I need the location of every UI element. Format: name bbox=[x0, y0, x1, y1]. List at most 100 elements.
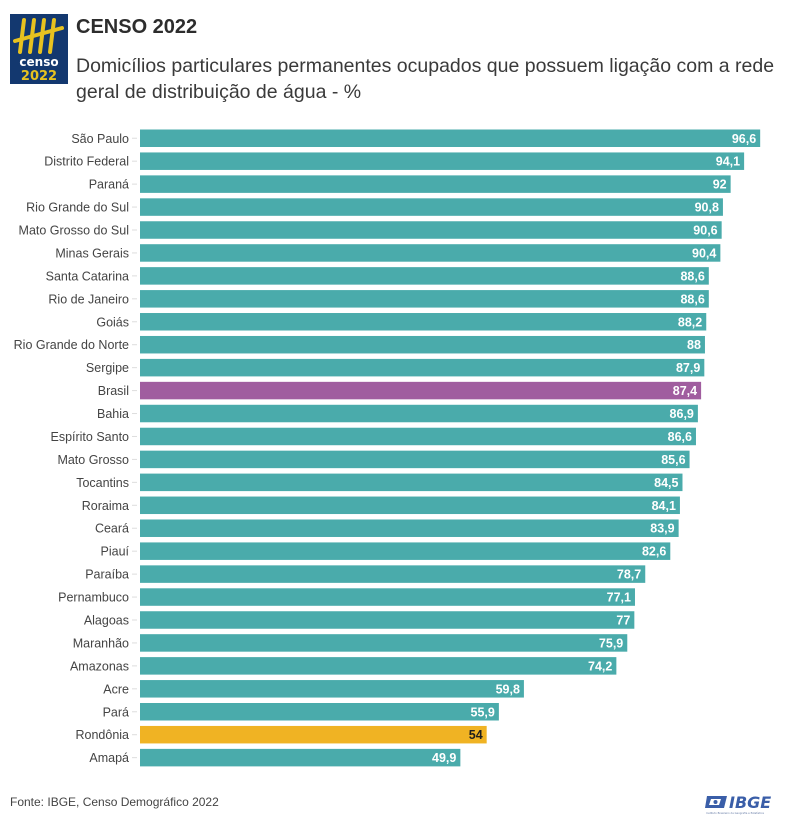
value-label: 92 bbox=[713, 178, 727, 192]
bar bbox=[140, 565, 646, 583]
category-label: Amazonas bbox=[70, 659, 129, 673]
bar-row: Rio de Janeiro 88,6 bbox=[48, 290, 709, 308]
category-label: Pará bbox=[103, 705, 129, 719]
bar-row: Maranhão 75,9 bbox=[73, 634, 628, 652]
value-label: 84,1 bbox=[652, 499, 676, 513]
bar-row: Tocantins 84,5 bbox=[76, 473, 683, 492]
category-label: Roraima bbox=[82, 499, 129, 513]
ibge-tagline: Instituto Brasileiro de Geografia e Esta… bbox=[706, 811, 764, 815]
bar bbox=[140, 175, 731, 193]
bar bbox=[140, 267, 709, 285]
category-label: Piauí bbox=[101, 545, 130, 559]
bar-row: Minas Gerais 90,4 bbox=[55, 244, 721, 262]
bar bbox=[140, 129, 761, 147]
bar-row: Rondônia 54 bbox=[75, 725, 487, 744]
value-label: 94,1 bbox=[716, 155, 740, 169]
bar bbox=[140, 725, 487, 744]
value-label: 77 bbox=[616, 613, 630, 627]
category-label: Sergipe bbox=[86, 361, 129, 375]
value-label: 85,6 bbox=[661, 453, 685, 467]
category-label: Santa Catarina bbox=[46, 269, 129, 283]
value-label: 82,6 bbox=[642, 545, 666, 559]
bar-row: Mato Grosso do Sul 90,6 bbox=[19, 221, 722, 239]
bar bbox=[140, 450, 690, 469]
logo-year: 2022 bbox=[21, 69, 57, 84]
value-label: 88,6 bbox=[680, 292, 704, 306]
value-label: 49,9 bbox=[432, 751, 456, 765]
source-note: Fonte: IBGE, Censo Demográfico 2022 bbox=[10, 795, 219, 809]
category-label: Bahia bbox=[97, 407, 129, 421]
bar bbox=[140, 588, 635, 606]
category-label: Rio Grande do Sul bbox=[26, 201, 129, 215]
value-label: 88 bbox=[687, 338, 701, 352]
bar-row: Distrito Federal 94,1 bbox=[44, 152, 745, 170]
value-label: 90,8 bbox=[695, 201, 719, 215]
bar-row: Pernambuco 77,1 bbox=[58, 588, 635, 606]
bar bbox=[140, 152, 745, 170]
bar bbox=[140, 358, 705, 377]
category-label: Alagoas bbox=[84, 613, 129, 627]
bar-row: Paraná 92 bbox=[89, 175, 731, 193]
value-label: 86,9 bbox=[670, 407, 694, 421]
value-label: 55,9 bbox=[471, 705, 495, 719]
bar bbox=[140, 473, 683, 492]
category-label: Rondônia bbox=[75, 728, 129, 742]
value-label: 90,6 bbox=[693, 224, 717, 238]
value-label: 96,6 bbox=[732, 132, 756, 146]
bar bbox=[140, 496, 680, 515]
category-label: Amapá bbox=[89, 751, 129, 765]
value-label: 90,4 bbox=[692, 246, 716, 260]
value-label: 54 bbox=[469, 728, 483, 742]
category-label: Mato Grosso do Sul bbox=[19, 224, 129, 238]
value-label: 59,8 bbox=[496, 682, 520, 696]
bar bbox=[140, 748, 461, 767]
value-label: 78,7 bbox=[617, 568, 641, 582]
category-label: Paraná bbox=[89, 178, 129, 192]
value-label: 87,4 bbox=[673, 384, 697, 398]
censo-2022-logo: censo 2022 bbox=[10, 14, 68, 84]
bar bbox=[140, 404, 698, 423]
bar bbox=[140, 221, 722, 239]
logo-word: censo bbox=[19, 55, 58, 69]
chart-title: CENSO 2022 bbox=[76, 16, 198, 38]
bar-row: São Paulo 96,6 bbox=[71, 129, 761, 147]
category-label: São Paulo bbox=[71, 132, 129, 146]
value-label: 77,1 bbox=[607, 591, 631, 605]
category-label: Goiás bbox=[96, 315, 129, 329]
bar-row: Rio Grande do Norte 88 bbox=[14, 335, 705, 354]
value-label: 87,9 bbox=[676, 361, 700, 375]
category-label: Distrito Federal bbox=[44, 155, 129, 169]
category-label: Maranhão bbox=[73, 636, 129, 650]
ibge-logo: IBGE Instituto Brasileiro de Geografia e… bbox=[705, 790, 791, 816]
category-label: Rio Grande do Norte bbox=[14, 338, 129, 352]
value-label: 88,2 bbox=[678, 315, 702, 329]
value-label: 88,6 bbox=[680, 269, 704, 283]
category-label: Ceará bbox=[95, 522, 129, 536]
category-label: Mato Grosso bbox=[57, 453, 129, 467]
category-label: Tocantins bbox=[76, 476, 129, 490]
category-label: Brasil bbox=[98, 384, 129, 398]
bar bbox=[140, 542, 671, 560]
category-label: Espírito Santo bbox=[50, 430, 129, 444]
bar-row: Goiás 88,2 bbox=[96, 313, 707, 331]
bar-row: Ceará 83,9 bbox=[95, 519, 679, 537]
bar-row: Amapá 49,9 bbox=[89, 748, 461, 767]
bar bbox=[140, 381, 702, 400]
value-label: 86,6 bbox=[668, 430, 692, 444]
ibge-emblem-icon bbox=[705, 796, 727, 808]
bar-row: Piauí 82,6 bbox=[101, 542, 671, 560]
bar bbox=[140, 703, 499, 721]
bar-row: Rio Grande do Sul 90,8 bbox=[26, 198, 723, 216]
bar bbox=[140, 427, 696, 446]
bar bbox=[140, 680, 524, 698]
value-label: 84,5 bbox=[654, 476, 678, 490]
bar-row: Santa Catarina 88,6 bbox=[46, 267, 709, 285]
bar-row: Sergipe 87,9 bbox=[86, 358, 705, 377]
chart-subtitle: Domicílios particulares permanentes ocup… bbox=[76, 55, 775, 103]
value-label: 83,9 bbox=[650, 522, 674, 536]
bar bbox=[140, 313, 707, 331]
bar bbox=[140, 611, 635, 629]
bar bbox=[140, 634, 628, 652]
bar bbox=[140, 244, 721, 262]
bar-row: Alagoas 77 bbox=[84, 611, 635, 629]
